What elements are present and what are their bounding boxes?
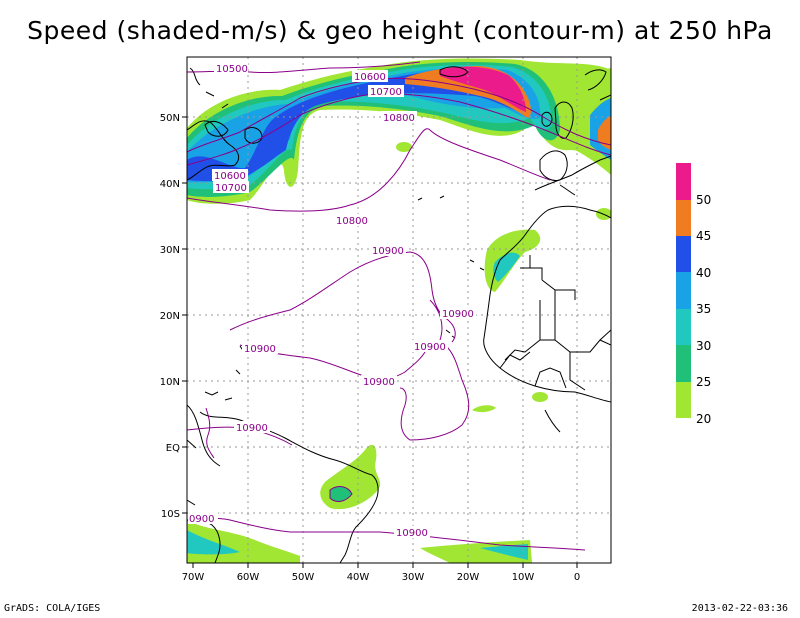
legend-swatch-35 bbox=[676, 272, 691, 309]
x-label-70w: 70W bbox=[182, 572, 205, 583]
shade-50 bbox=[440, 66, 526, 112]
contour-label-10800-mid: 10800 bbox=[336, 216, 368, 227]
shade-brazil-20 bbox=[320, 444, 381, 510]
legend-label-20: 20 bbox=[696, 412, 711, 426]
x-label-30w: 30W bbox=[402, 572, 425, 583]
x-axis-labels: 70W 60W 50W 40W 30W 20W 10W 0 bbox=[182, 572, 581, 583]
y-label-20n: 20N bbox=[160, 311, 180, 322]
contour-label-10900-a: 10900 bbox=[372, 246, 404, 257]
legend-swatch-50 bbox=[676, 163, 691, 200]
plot-frame bbox=[186, 56, 612, 564]
contour-label-10900-f: 10900 bbox=[236, 423, 268, 434]
x-label-20w: 20W bbox=[457, 572, 480, 583]
contour-label-10900-b: 10900 bbox=[442, 309, 474, 320]
y-ticks bbox=[182, 116, 187, 514]
legend-swatch-45 bbox=[676, 200, 691, 236]
map-title: Speed (shaded-m/s) & geo height (contour… bbox=[27, 16, 773, 45]
contour-label-10600-north: 10600 bbox=[354, 72, 386, 83]
contour-label-10800-north: 10800 bbox=[383, 113, 415, 124]
y-axis-labels: 50N 40N 30N 20N 10N EQ 10S bbox=[160, 113, 180, 520]
shade-brazil-dark bbox=[330, 486, 352, 502]
x-label-60w: 60W bbox=[237, 572, 260, 583]
x-ticks bbox=[192, 563, 578, 568]
x-label-40w: 40W bbox=[347, 572, 370, 583]
contour-label-10900-d: 10900 bbox=[244, 344, 276, 355]
x-label-0: 0 bbox=[574, 572, 580, 583]
contour-labels: 10500 10600 10700 10800 10600 10700 1080… bbox=[188, 62, 476, 539]
y-label-eq: EQ bbox=[166, 443, 180, 454]
shade-35 bbox=[187, 68, 541, 183]
legend-swatch-30 bbox=[676, 309, 691, 345]
shade-40 bbox=[187, 69, 531, 182]
shade-patch-mid bbox=[396, 142, 412, 152]
wind-speed-shading bbox=[187, 58, 611, 563]
contour-label-0900: 0900 bbox=[189, 514, 214, 525]
contour-label-10900-e: 10900 bbox=[363, 377, 395, 388]
y-label-40n: 40N bbox=[160, 179, 180, 190]
contour-label-10500: 10500 bbox=[216, 64, 248, 75]
legend-label-30: 30 bbox=[696, 339, 711, 353]
shade-patch-gulf bbox=[532, 392, 548, 402]
footer-grads-credit: GrADS: COLA/IGES bbox=[4, 603, 101, 614]
x-label-50w: 50W bbox=[292, 572, 315, 583]
legend-swatch-40 bbox=[676, 236, 691, 272]
contour-label-10900-g: 10900 bbox=[396, 528, 428, 539]
contour-label-10700-north: 10700 bbox=[370, 87, 402, 98]
footer-timestamp: 2013-02-22-03:36 bbox=[691, 603, 788, 614]
legend-label-50: 50 bbox=[696, 193, 711, 207]
y-label-30n: 30N bbox=[160, 245, 180, 256]
plot-area: 10500 10600 10700 10800 10600 10700 1080… bbox=[187, 57, 611, 563]
y-label-50n: 50N bbox=[160, 113, 180, 124]
legend-swatch-25 bbox=[676, 345, 691, 382]
legend-label-35: 35 bbox=[696, 302, 711, 316]
contour-label-10700-west: 10700 bbox=[215, 183, 247, 194]
shade-south-30 bbox=[187, 530, 240, 555]
contour-label-10900-c: 10900 bbox=[414, 342, 446, 353]
y-label-10s: 10S bbox=[161, 509, 180, 520]
shade-europe-45 bbox=[598, 116, 611, 150]
shade-south-east-30 bbox=[480, 544, 528, 560]
legend-swatch-20 bbox=[676, 382, 691, 418]
y-label-10n: 10N bbox=[160, 377, 180, 388]
legend-label-25: 25 bbox=[696, 375, 711, 389]
legend-label-45: 45 bbox=[696, 229, 711, 243]
coastlines bbox=[187, 66, 611, 563]
contour-label-10600-west: 10600 bbox=[214, 171, 246, 182]
x-label-10w: 10W bbox=[512, 572, 535, 583]
legend-label-40: 40 bbox=[696, 266, 711, 280]
color-legend: 50 45 40 35 30 25 20 bbox=[676, 163, 711, 426]
shade-patch-atl bbox=[472, 405, 496, 413]
